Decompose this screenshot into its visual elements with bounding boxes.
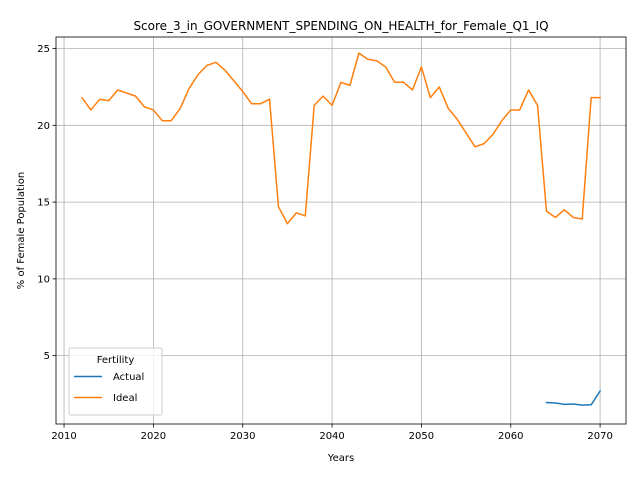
x-tick-label: 2050 [409,431,434,442]
y-axis-ticks: 5 10 15 20 25 [37,44,56,362]
series-layer [80,52,602,406]
x-tick-label: 2020 [141,431,166,442]
chart-title: Score_3_in_GOVERNMENT_SPENDING_ON_HEALTH… [133,19,548,33]
x-tick-label: 2060 [498,431,523,442]
legend-title: Fertility [97,355,135,366]
series-line-actual [545,389,602,406]
x-axis-ticks: 2010 2020 2030 2040 2050 2060 2070 [51,424,613,442]
x-tick-label: 2040 [319,431,344,442]
x-axis-label: Years [327,453,354,464]
series-line-ideal [80,52,601,225]
y-tick-label: 10 [37,274,50,285]
legend-label-ideal: Ideal [113,393,137,404]
legend-label-actual: Actual [113,372,144,383]
y-tick-label: 5 [44,351,50,362]
y-tick-label: 15 [37,198,50,209]
y-tick-label: 20 [37,121,50,132]
y-tick-label: 25 [37,44,50,55]
legend: Fertility Actual Ideal [68,347,163,416]
plot-frame [55,36,627,425]
x-tick-label: 2030 [230,431,255,442]
grid-lines [56,37,626,424]
x-tick-label: 2070 [587,431,612,442]
y-axis-label: % of Female Population [16,172,27,289]
x-tick-label: 2010 [51,431,76,442]
